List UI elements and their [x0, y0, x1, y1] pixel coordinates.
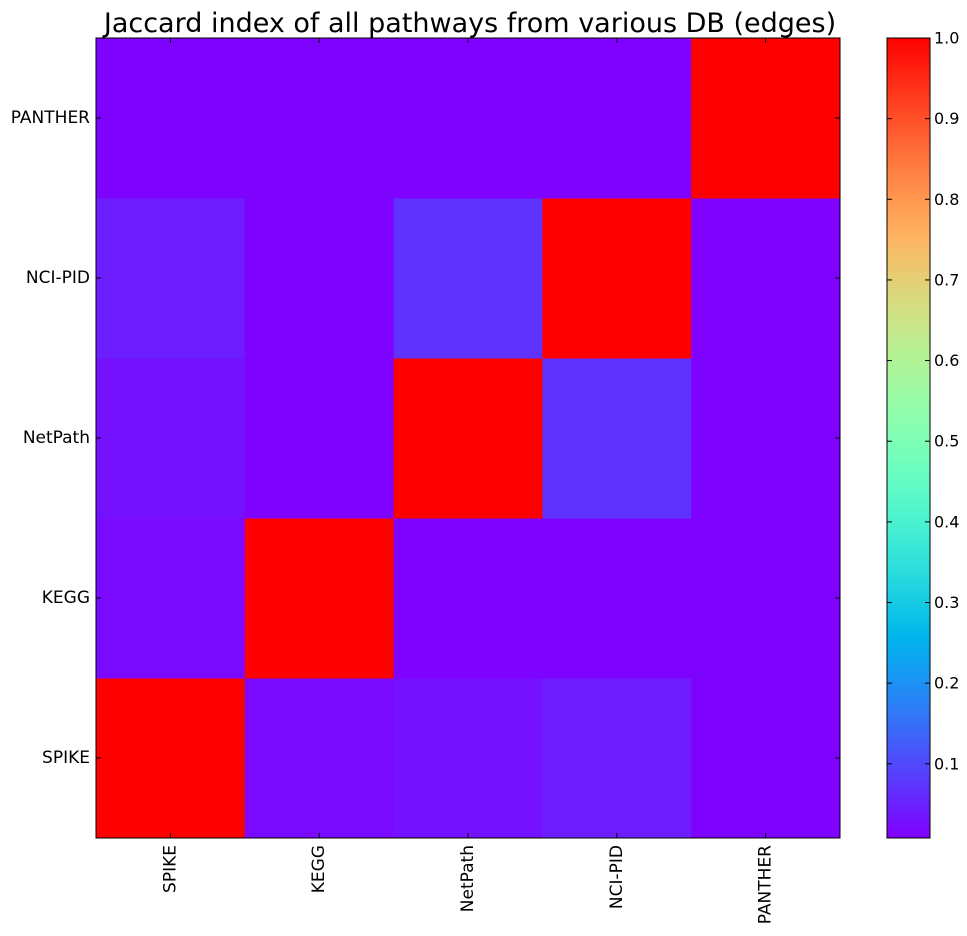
x-tick-label: PANTHER	[756, 845, 776, 924]
x-tick-label: SPIKE	[160, 845, 180, 893]
heatmap-cell	[691, 198, 841, 359]
heatmap-cell	[244, 38, 395, 199]
heatmap-cell	[393, 678, 543, 839]
colorbar-tick-label: 0.8	[934, 190, 959, 209]
heatmap-cell	[244, 358, 395, 519]
colorbar-tick-label: 0.2	[934, 674, 959, 693]
x-tick-label: KEGG	[309, 845, 329, 893]
colorbar-tick-label: 0.3	[934, 593, 959, 612]
heatmap-cell	[96, 38, 246, 199]
heatmap-cell	[244, 198, 395, 359]
heatmap-cell	[691, 518, 841, 679]
heatmap-cell	[691, 678, 841, 839]
colorbar-tick-label: 0.7	[934, 270, 959, 289]
colorbar	[886, 37, 931, 839]
colorbar-tick-label: 0.6	[934, 351, 959, 370]
y-tick-label: SPIKE	[42, 748, 90, 768]
heatmap-cell	[96, 678, 246, 839]
heatmap-cell	[542, 678, 692, 839]
heatmap-cell	[393, 358, 543, 519]
heatmap-cell	[542, 358, 692, 519]
y-tick-label: NCI-PID	[26, 268, 90, 288]
colorbar-tick-label: 0.9	[934, 109, 959, 128]
heatmap-cell	[542, 38, 692, 199]
x-tick-label: NetPath	[458, 845, 478, 912]
chart-title: Jaccard index of all pathways from vario…	[102, 8, 836, 39]
heatmap-cell	[691, 38, 841, 199]
y-tick-label: KEGG	[42, 588, 90, 608]
heatmap-cell	[96, 358, 246, 519]
heatmap-cell	[96, 518, 246, 679]
colorbar-tick-label: 0.4	[934, 512, 959, 531]
heatmap-cell	[393, 38, 543, 199]
colorbar-tick-label: 0.1	[934, 754, 959, 773]
x-tick-label: NCI-PID	[607, 845, 627, 909]
heatmap-cell	[244, 518, 395, 679]
heatmap-cell	[542, 198, 692, 359]
heatmap-cell	[393, 518, 543, 679]
y-tick-label: NetPath	[23, 428, 90, 448]
heatmap-cell	[96, 198, 246, 359]
heatmap-cell	[691, 358, 841, 519]
heatmap-cell	[244, 678, 395, 839]
colorbar-tick-label: 0.5	[934, 432, 959, 451]
plot-frame	[95, 37, 841, 839]
colorbar-tick-label: 1.0	[934, 29, 959, 48]
heatmap-cell	[393, 198, 543, 359]
heatmap-cell	[542, 518, 692, 679]
y-tick-label: PANTHER	[11, 108, 90, 128]
